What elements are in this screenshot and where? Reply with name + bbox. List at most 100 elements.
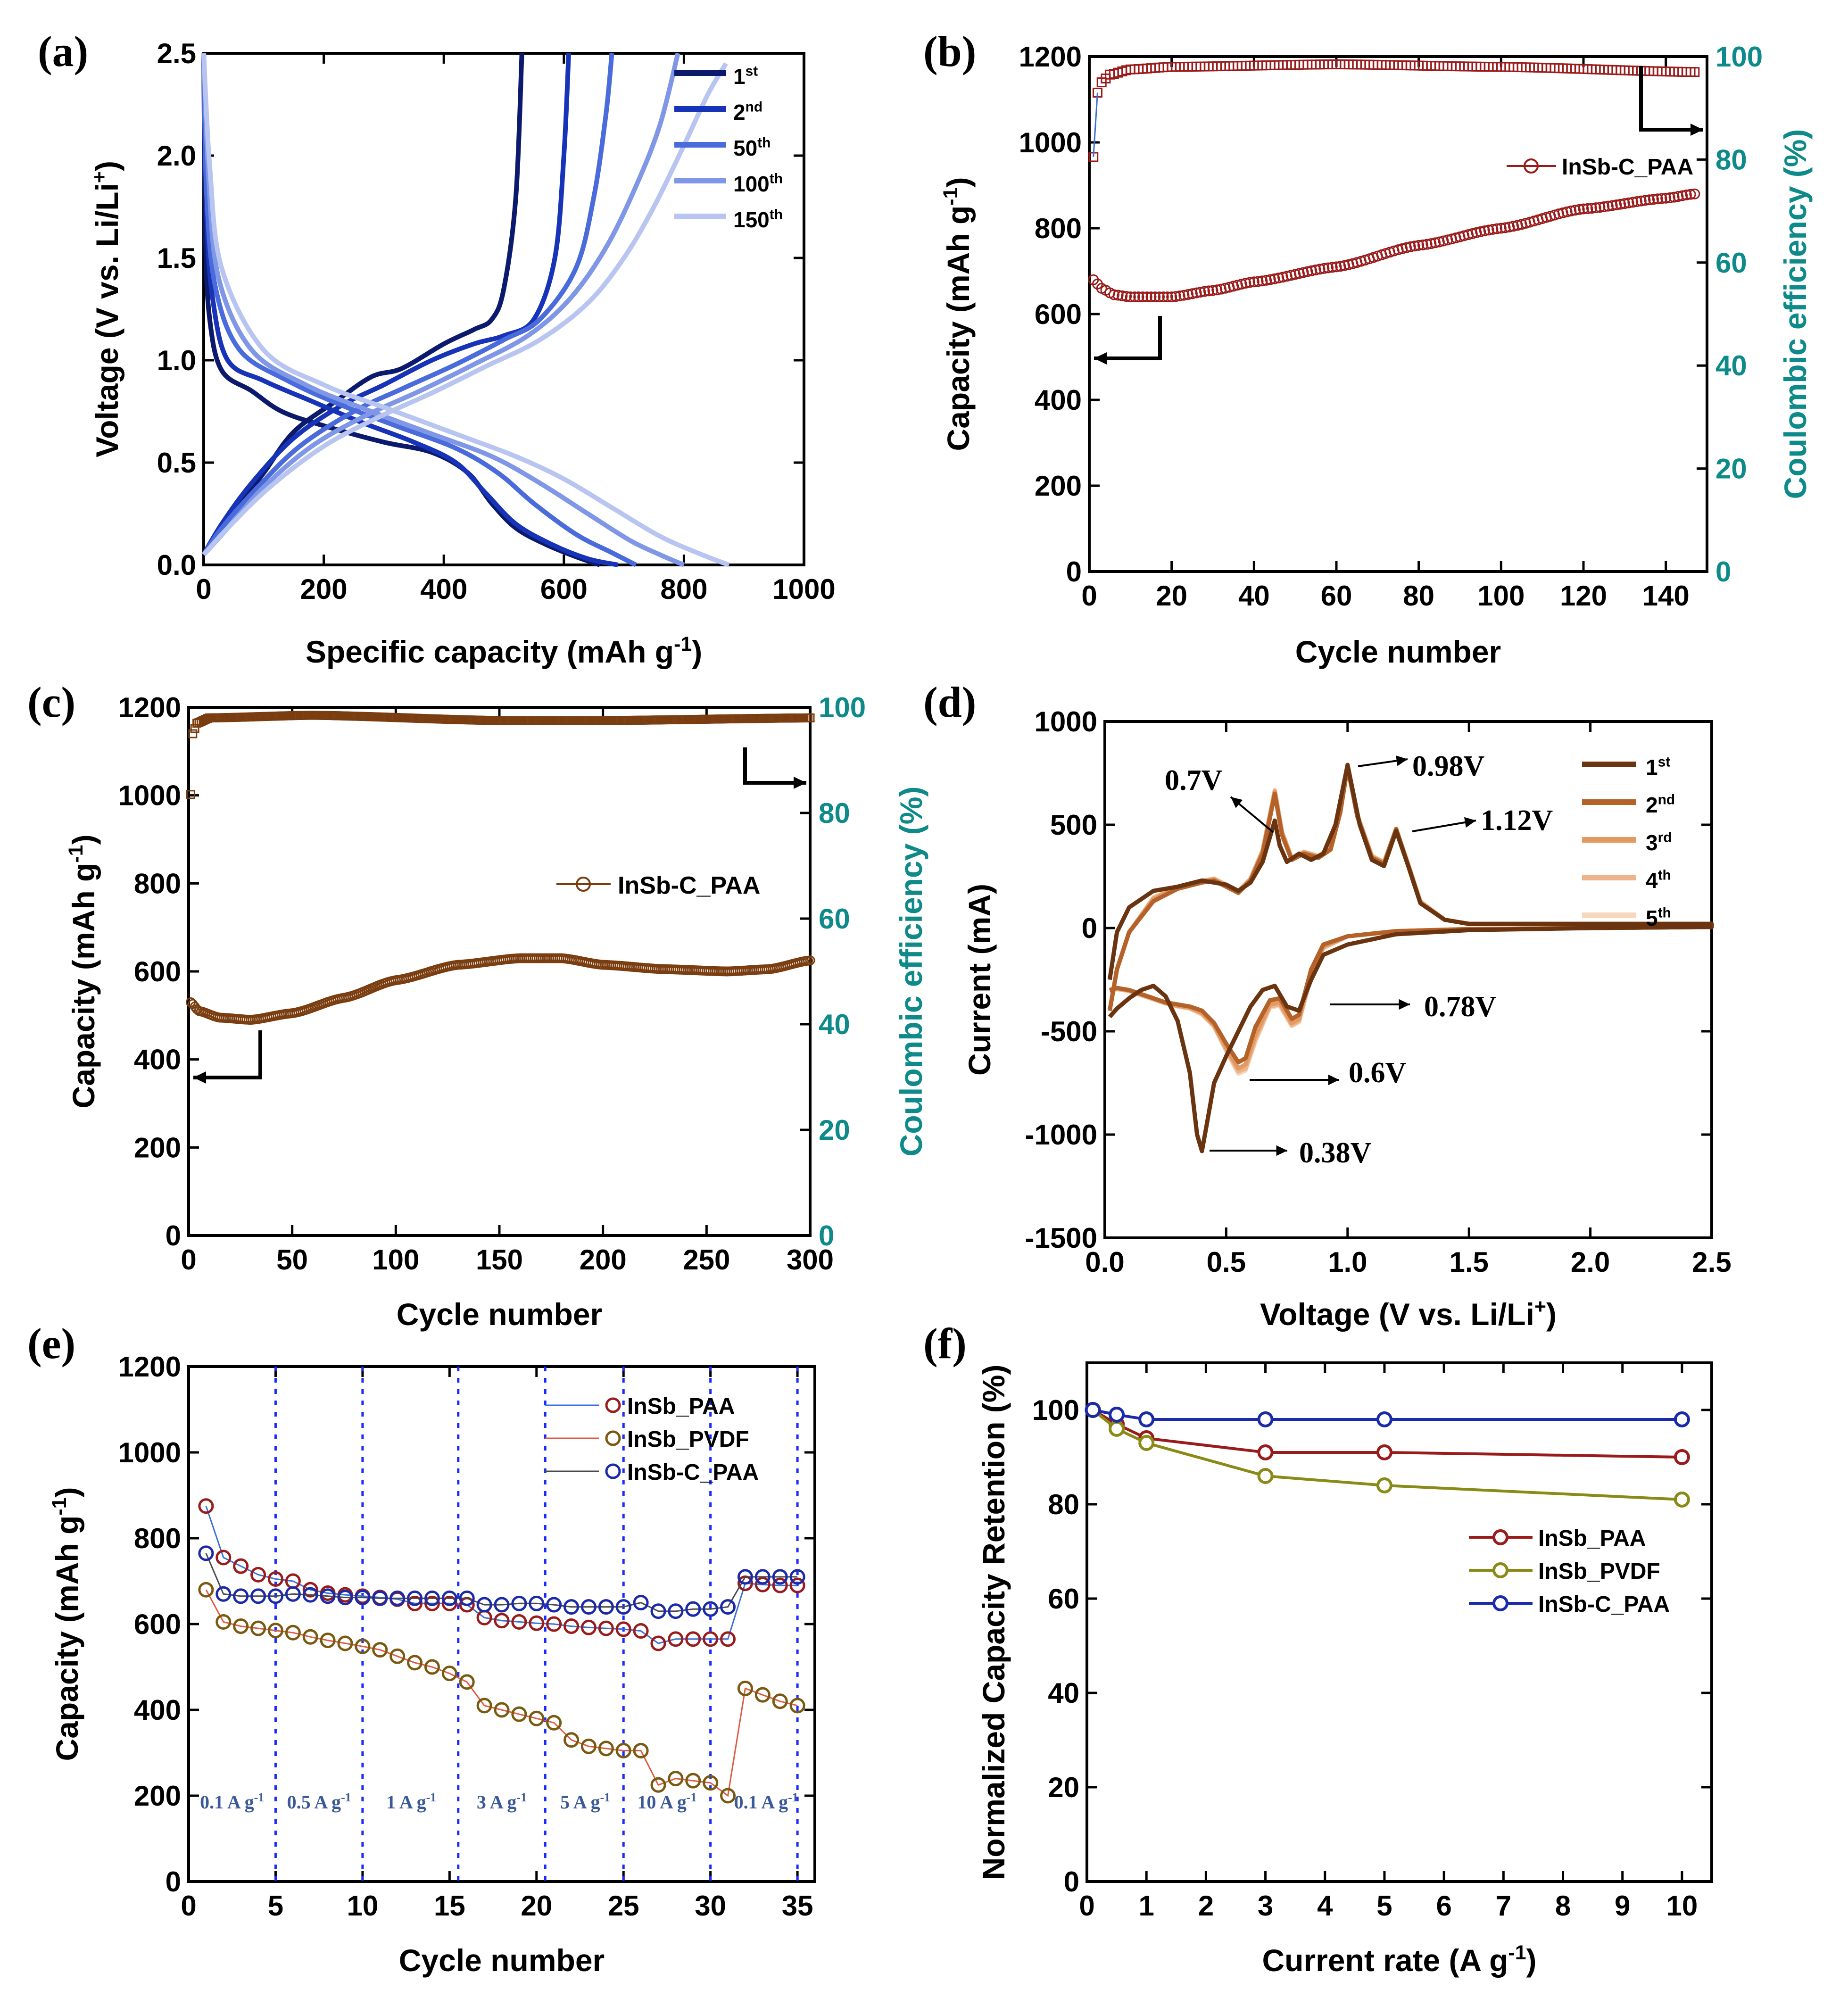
capacity-point — [1310, 264, 1321, 275]
data-point — [546, 1715, 562, 1731]
x-tick-label: 140 — [1642, 580, 1690, 612]
data-point — [529, 1595, 545, 1611]
discharge-curve-50th — [201, 53, 637, 567]
capacity-point — [1112, 290, 1124, 301]
data-point — [737, 1681, 753, 1696]
discharge-curve-100th — [201, 53, 685, 567]
x-tick-label: 7 — [1496, 1890, 1511, 1922]
x-tick-label: 600 — [540, 573, 588, 605]
y-tick-label: 1000 — [1035, 706, 1097, 738]
data-point — [1376, 1411, 1392, 1427]
capacity-point — [1586, 203, 1597, 214]
data-point — [754, 1687, 771, 1703]
capacity-point — [1318, 263, 1330, 274]
data-point — [198, 1545, 214, 1561]
capacity-point — [1487, 224, 1499, 235]
data-point — [250, 1620, 266, 1636]
x-tick-label: 0 — [1079, 1890, 1094, 1922]
superscript: th — [757, 135, 771, 151]
capacity-point — [1434, 236, 1445, 248]
legend-label: InSb-C_PAA — [1562, 155, 1693, 180]
y-tick-label: 400 — [134, 1044, 181, 1076]
y2-tick-label: 60 — [1715, 247, 1747, 279]
capacity-point — [1602, 200, 1614, 212]
data-point — [215, 1614, 232, 1630]
y-tick-label: 600 — [134, 956, 181, 987]
y2-tick-label: 100 — [819, 692, 866, 723]
capacity-point — [1199, 286, 1210, 297]
capacity-point — [1290, 269, 1301, 280]
capacity-point — [1306, 265, 1318, 276]
capacity-point — [1293, 268, 1305, 279]
data-point — [789, 1569, 805, 1585]
data-point — [511, 1595, 527, 1611]
panel-a: (a) 0 200 400 600 800 1000 0.0 0.5 1.0 1.5 2.0 2.5 1s… — [38, 27, 836, 669]
y-axis-title: Capacity (mAh g-1) — [48, 1487, 84, 1761]
superscript: th — [1658, 905, 1671, 921]
data-point — [320, 1588, 336, 1604]
x-tick-label: 120 — [1560, 580, 1607, 612]
data-point — [598, 1741, 614, 1757]
data-point — [720, 1599, 736, 1615]
capacity-point — [1578, 203, 1589, 215]
capacity-point — [1323, 262, 1334, 274]
data-point — [615, 1621, 631, 1637]
y-tick-label: 200 — [134, 1780, 181, 1812]
y2-tick-label: 0 — [1715, 556, 1731, 588]
charge-curve-150th — [202, 62, 728, 556]
y2-tick-label: 0 — [819, 1220, 834, 1252]
capacity-point — [1566, 205, 1577, 216]
capacity-point — [1471, 227, 1482, 238]
capacity-point — [1492, 223, 1503, 234]
data-point — [685, 1631, 701, 1647]
charge-curve-100th — [202, 52, 680, 556]
data-point — [1109, 1421, 1125, 1437]
data-point — [459, 1674, 475, 1690]
left-axis-arrow-head — [1094, 352, 1107, 365]
x-axis-title: Current rate (A g-1) — [1262, 1941, 1536, 1978]
y-tick-label: 1.0 — [157, 345, 196, 376]
y2-tick-label: 80 — [819, 797, 850, 829]
capacity-point — [1252, 276, 1264, 287]
annotation-arrowhead — [1276, 1145, 1287, 1156]
capacity-point — [1508, 221, 1519, 232]
legend-marker — [1492, 1529, 1508, 1545]
data-point — [494, 1597, 510, 1613]
data-point — [267, 1588, 283, 1604]
ce-point — [1690, 67, 1700, 77]
legend-marker — [605, 1430, 621, 1446]
y-tick-label: 1200 — [1019, 41, 1082, 73]
capacity-point — [1648, 194, 1659, 205]
y-axis-title: Voltage (V vs. Li/Li+) — [88, 161, 124, 457]
superscript: -1 — [516, 1791, 527, 1804]
data-point — [267, 1623, 283, 1639]
data-point — [250, 1567, 266, 1583]
legend-marker — [576, 877, 591, 892]
capacity-point — [1479, 225, 1490, 237]
capacity-point — [1619, 198, 1630, 209]
right-axis-arrow-head — [1690, 123, 1703, 136]
x-axis-title: Cycle number — [397, 1297, 602, 1332]
x-tick-label: 25 — [608, 1890, 639, 1922]
x-tick-label: 0.0 — [1085, 1246, 1124, 1278]
y-tick-label: 800 — [134, 1523, 181, 1554]
capacity-point — [1137, 291, 1149, 303]
capacity-point — [1673, 191, 1684, 202]
capacity-point — [1635, 195, 1647, 207]
capacity-point — [1590, 202, 1601, 214]
x-axis-title: Cycle number — [1295, 634, 1501, 669]
x-tick-label: 5 — [268, 1890, 283, 1922]
capacity-point — [1409, 240, 1420, 252]
panel-label: (b) — [923, 27, 976, 75]
x-tick-label: 30 — [695, 1890, 726, 1922]
superscript: -1 — [1508, 1941, 1526, 1964]
data-point — [580, 1738, 597, 1754]
x-tick-label: 100 — [372, 1244, 419, 1276]
data-point — [772, 1577, 788, 1593]
plot-frame — [1088, 55, 1708, 573]
data-point — [511, 1706, 527, 1722]
data-point — [633, 1623, 649, 1639]
data-point — [772, 1569, 788, 1585]
x-tick-label: 1.0 — [1328, 1246, 1367, 1278]
y-tick-label: 20 — [1048, 1772, 1079, 1803]
